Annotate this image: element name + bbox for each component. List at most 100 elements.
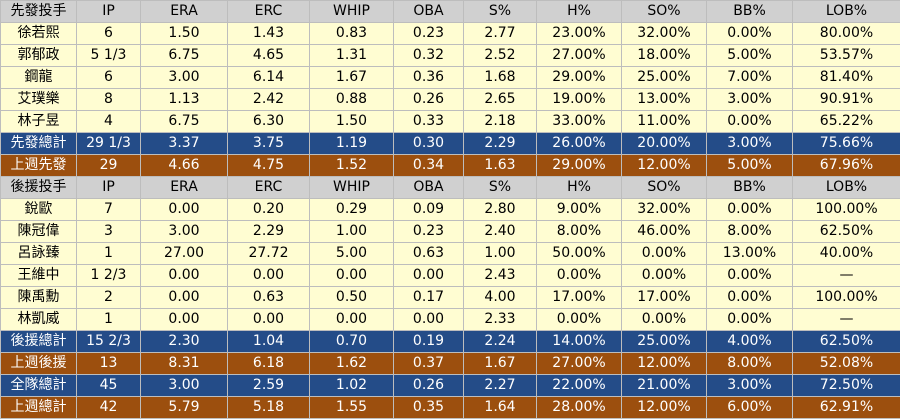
stat-cell: 0.23 (394, 221, 464, 243)
stat-cell: 2.29 (464, 133, 537, 155)
stat-cell: 0.19 (394, 331, 464, 353)
stat-cell: 1 (77, 243, 141, 265)
stat-cell: 2.65 (464, 89, 537, 111)
stat-cell: 0.00% (707, 23, 793, 45)
stat-cell: 1.00 (464, 243, 537, 265)
stat-cell: 0.29 (310, 199, 394, 221)
stat-cell: 0.36 (394, 67, 464, 89)
stat-cell: 0.00 (310, 309, 394, 331)
stat-cell: 29 1/3 (77, 133, 141, 155)
stat-cell: 0.00 (141, 199, 228, 221)
stat-cell: 27.00% (537, 45, 622, 67)
stat-cell: 3.00 (141, 67, 228, 89)
stat-cell: 18.00% (622, 45, 707, 67)
stat-cell: 62.50% (793, 221, 900, 243)
stat-cell: 62.50% (793, 331, 900, 353)
stat-cell: 25.00% (622, 331, 707, 353)
stat-cell: S% (464, 177, 537, 199)
stat-cell: 6.75 (141, 111, 228, 133)
stat-cell: 32.00% (622, 23, 707, 45)
stat-cell: 19.00% (537, 89, 622, 111)
stat-cell: 40.00% (793, 243, 900, 265)
stat-cell: 3.00 (141, 221, 228, 243)
stat-cell: 0.00 (228, 309, 310, 331)
stat-cell: 90.91% (793, 89, 900, 111)
stat-cell: 6 (77, 23, 141, 45)
stat-cell: ERC (228, 177, 310, 199)
stat-cell: 1.67 (464, 353, 537, 375)
stat-cell: 2.29 (228, 221, 310, 243)
stat-cell: 0.00% (537, 265, 622, 287)
row-label-cell: 先發投手 (1, 1, 77, 23)
stat-cell: 2.27 (464, 375, 537, 397)
stat-cell: 8.00% (537, 221, 622, 243)
stat-cell: 8.31 (141, 353, 228, 375)
row-label-cell: 上週總計 (1, 397, 77, 419)
stat-cell: 62.91% (793, 397, 900, 419)
stat-cell: 27.72 (228, 243, 310, 265)
stat-cell: 3 (77, 221, 141, 243)
stat-cell: 4 (77, 111, 141, 133)
stat-cell: 13.00% (622, 89, 707, 111)
stat-cell: BB% (707, 1, 793, 23)
stat-cell: 2.59 (228, 375, 310, 397)
stat-cell: 12.00% (622, 397, 707, 419)
stat-cell: 100.00% (793, 199, 900, 221)
stat-cell: 0.00% (622, 243, 707, 265)
stat-cell: 1.52 (310, 155, 394, 177)
stat-cell: ERC (228, 1, 310, 23)
stat-cell: OBA (394, 177, 464, 199)
stat-cell: 0.00 (394, 265, 464, 287)
stat-cell: 1.62 (310, 353, 394, 375)
row-label-cell: 王維中 (1, 265, 77, 287)
stat-cell: 8.00% (707, 353, 793, 375)
stat-cell: 26.00% (537, 133, 622, 155)
stat-cell: 2.33 (464, 309, 537, 331)
stat-cell: H% (537, 1, 622, 23)
row-label-cell: 林子昱 (1, 111, 77, 133)
stat-cell: 7.00% (707, 67, 793, 89)
stat-cell: IP (77, 177, 141, 199)
row-label-cell: 後援總計 (1, 331, 77, 353)
stat-cell: 42 (77, 397, 141, 419)
stat-cell: 17.00% (622, 287, 707, 309)
stat-cell: 53.57% (793, 45, 900, 67)
stat-cell: 0.37 (394, 353, 464, 375)
stat-cell: 8 (77, 89, 141, 111)
stat-cell: 4.00 (464, 287, 537, 309)
stat-cell: 0.35 (394, 397, 464, 419)
stat-cell: 33.00% (537, 111, 622, 133)
stat-cell: 0.00 (141, 265, 228, 287)
stat-cell: S% (464, 1, 537, 23)
stat-cell: 3.00 (141, 375, 228, 397)
stat-cell: 0.32 (394, 45, 464, 67)
stat-cell: 46.00% (622, 221, 707, 243)
stat-cell: 1.63 (464, 155, 537, 177)
stat-cell: 0.20 (228, 199, 310, 221)
stat-cell: 9.00% (537, 199, 622, 221)
stat-cell: 3.37 (141, 133, 228, 155)
stat-cell: 12.00% (622, 155, 707, 177)
stat-cell: 14.00% (537, 331, 622, 353)
stat-cell: 3.00% (707, 375, 793, 397)
stat-cell: 25.00% (622, 67, 707, 89)
stat-cell: 1.43 (228, 23, 310, 45)
stat-cell: SO% (622, 1, 707, 23)
row-label-cell: 林凱威 (1, 309, 77, 331)
stat-cell: SO% (622, 177, 707, 199)
stat-cell: 1.50 (310, 111, 394, 133)
stat-cell: 0.33 (394, 111, 464, 133)
stat-cell: 0.23 (394, 23, 464, 45)
row-label-cell: 呂詠臻 (1, 243, 77, 265)
stat-cell: 67.96% (793, 155, 900, 177)
stat-cell: 17.00% (537, 287, 622, 309)
stat-cell: 6.00% (707, 397, 793, 419)
stat-cell: 20.00% (622, 133, 707, 155)
stat-cell: 81.40% (793, 67, 900, 89)
